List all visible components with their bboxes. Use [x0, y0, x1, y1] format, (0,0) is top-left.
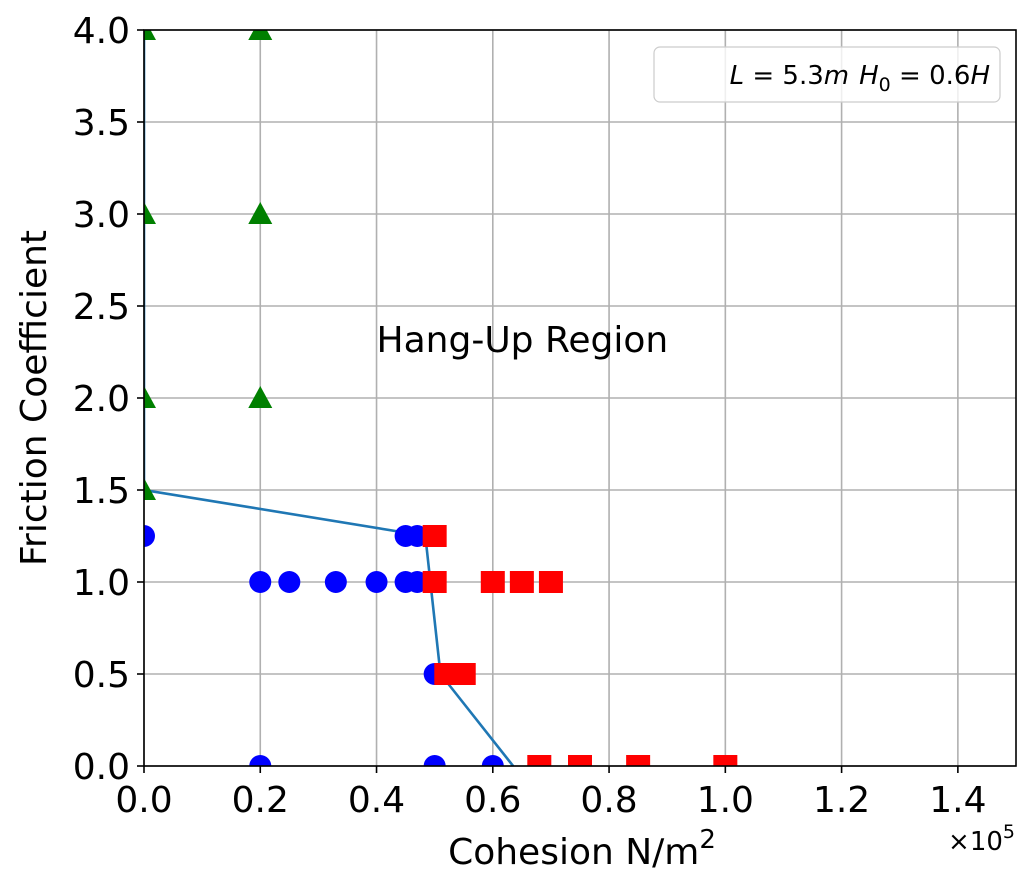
- x-tick-label: 1.0: [697, 780, 754, 821]
- y-tick-label: 0.0: [73, 747, 130, 788]
- legend-h-unit: H: [970, 61, 990, 91]
- data-point-square: [480, 571, 505, 593]
- legend-box: [653, 46, 1001, 103]
- data-point-square: [509, 571, 534, 593]
- x-axis-label-main: Cohesion N/m: [448, 832, 699, 873]
- data-point-triangle: [144, 202, 156, 224]
- y-tick-label: 4.0: [73, 11, 130, 52]
- x-tick-label: 0.6: [464, 780, 521, 821]
- x-tick-label: 0.4: [348, 780, 405, 821]
- x-tick-label: 1.2: [813, 780, 870, 821]
- x-tick-label: 0.8: [580, 780, 637, 821]
- y-tick-label: 3.5: [73, 103, 130, 144]
- data-point-triangle: [144, 30, 156, 40]
- y-axis-ticks: 0.0 0.5 1.0 1.5 2.0 2.5 3.0 3.5 4.0: [73, 11, 144, 788]
- y-tick-label: 2.5: [73, 287, 130, 328]
- data-point-circle: [144, 525, 155, 547]
- data-point-square: [568, 755, 592, 766]
- y-tick-label: 0.5: [73, 655, 130, 696]
- data-point-circle: [481, 755, 504, 766]
- legend-l-eq: = 5.3: [744, 61, 824, 91]
- data-point-square: [422, 525, 447, 547]
- data-point-triangle: [144, 478, 156, 500]
- legend-l-var: L: [730, 61, 745, 91]
- data-point-square: [538, 571, 563, 593]
- y-axis-label: Friction Coefficient: [14, 230, 55, 566]
- x-axis-offset-text: ×105: [948, 821, 1015, 857]
- x-tick-label: 1.4: [929, 780, 986, 821]
- data-point-triangle: [248, 202, 273, 224]
- x-axis-ticks: 0.0 0.2 0.4 0.6 0.8 1.0 1.2 1.4: [115, 766, 986, 821]
- data-point-circle: [249, 571, 272, 593]
- data-point-square: [422, 571, 447, 593]
- legend-h-var: H: [859, 61, 879, 91]
- x-offset-exp: 5: [1003, 821, 1015, 843]
- data-point-circle: [423, 755, 446, 766]
- x-offset-base: ×10: [948, 827, 1003, 857]
- y-tick-label: 1.5: [73, 471, 130, 512]
- data-markers: [144, 30, 738, 766]
- data-point-triangle: [144, 386, 156, 408]
- data-point-square: [451, 663, 476, 685]
- legend: L = 5.3m H0 = 0.6H: [653, 46, 1001, 103]
- y-tick-label: 1.0: [73, 563, 130, 604]
- data-point-circle: [365, 571, 388, 593]
- y-tick-label: 2.0: [73, 379, 130, 420]
- x-tick-label: 0.0: [115, 780, 172, 821]
- x-tick-label: 0.2: [232, 780, 289, 821]
- data-point-triangle: [248, 386, 273, 408]
- data-point-square: [527, 755, 552, 766]
- y-tick-label: 3.0: [73, 195, 130, 236]
- legend-label: L = 5.3m H0 = 0.6H: [730, 61, 990, 96]
- annotation-hang-up-region: Hang-Up Region: [377, 320, 669, 361]
- data-point-circle: [278, 571, 301, 593]
- data-point-square: [626, 755, 651, 766]
- data-point-circle: [324, 571, 347, 593]
- data-point-circle: [249, 755, 272, 766]
- legend-h-sub: 0: [879, 74, 891, 96]
- legend-l-unit: m: [824, 61, 849, 91]
- x-axis-label-sup: 2: [699, 825, 716, 855]
- legend-h-eq: = 0.6: [891, 61, 971, 91]
- data-point-triangle: [248, 30, 273, 40]
- data-point-square: [713, 755, 738, 766]
- x-axis-label: Cohesion N/m2: [448, 825, 716, 873]
